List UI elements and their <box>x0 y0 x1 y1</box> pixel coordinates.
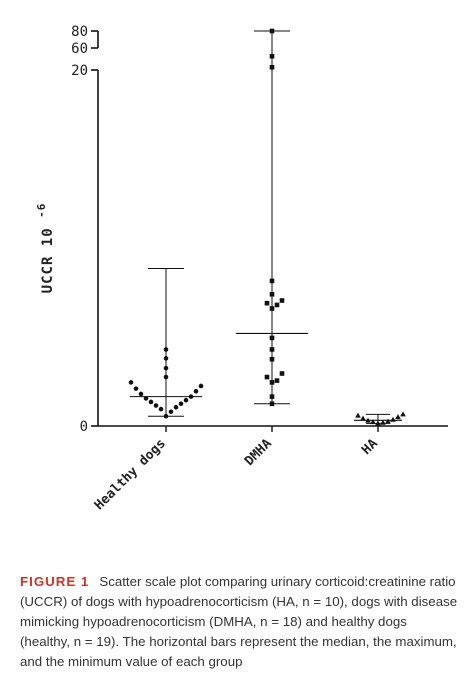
data-point <box>274 302 280 308</box>
data-point <box>370 419 376 425</box>
data-point <box>133 386 139 391</box>
data-point <box>163 374 169 380</box>
range-bars <box>130 30 402 424</box>
data-point <box>168 409 174 415</box>
data-point <box>279 371 285 376</box>
data-point <box>360 415 366 421</box>
data-point <box>279 298 285 303</box>
data-point <box>158 406 164 412</box>
y-axis-label-exponent: -6 <box>35 203 48 218</box>
category-label: Healthy dogs <box>92 436 169 513</box>
data-point <box>264 300 270 306</box>
data-point <box>198 383 204 389</box>
y-tick-label: 60 <box>71 41 88 57</box>
data-point <box>163 356 169 361</box>
data-point <box>138 391 144 397</box>
figure-caption: FIGURE 1 Scatter scale plot comparing uri… <box>20 572 460 672</box>
y-axis-label-base: UCCR 10 <box>40 227 56 293</box>
data-point <box>269 347 275 352</box>
data-point <box>163 347 169 352</box>
category-label: DMHA <box>242 436 275 469</box>
category-labels: Healthy dogs DMHA HA <box>92 426 381 513</box>
data-point <box>178 401 184 407</box>
category-label: HA <box>359 436 381 458</box>
data-point <box>193 388 199 394</box>
data-point <box>188 394 194 399</box>
data-point <box>163 365 169 371</box>
data-point <box>380 419 386 425</box>
y-axis-label: UCCR 10 -6 <box>35 203 56 294</box>
chart-figure: 0 20 60 80 Healthy dogs DMHA HA UCCR 10 -6 <box>35 24 448 513</box>
data-point <box>375 420 381 426</box>
data-point <box>269 28 275 34</box>
data-points <box>128 28 406 426</box>
data-point <box>395 414 401 420</box>
data-point <box>148 399 154 405</box>
data-point <box>143 396 149 401</box>
data-point <box>365 417 371 423</box>
data-point <box>173 405 179 410</box>
data-point <box>400 411 406 417</box>
data-point <box>269 278 275 284</box>
data-point <box>269 401 275 407</box>
data-point <box>390 416 396 422</box>
data-point <box>269 291 275 297</box>
data-point <box>269 64 275 70</box>
caption-text: Scatter scale plot comparing urinary cor… <box>20 574 458 669</box>
data-point <box>269 380 275 385</box>
y-tick-label: 80 <box>71 24 88 40</box>
data-point <box>274 378 280 383</box>
data-point <box>128 380 134 385</box>
data-point <box>269 335 275 341</box>
axes <box>97 31 448 427</box>
data-point <box>183 397 189 403</box>
y-tick-label: 0 <box>80 419 88 435</box>
y-tick-label: 20 <box>71 63 88 79</box>
figure-label: FIGURE 1 <box>20 574 90 589</box>
data-point <box>153 403 159 408</box>
data-point <box>269 356 275 362</box>
data-point <box>163 413 169 419</box>
data-point <box>269 394 275 399</box>
data-point <box>385 418 391 424</box>
data-point <box>264 374 270 380</box>
data-point <box>269 306 275 311</box>
data-point <box>269 53 275 59</box>
data-point <box>355 412 361 418</box>
